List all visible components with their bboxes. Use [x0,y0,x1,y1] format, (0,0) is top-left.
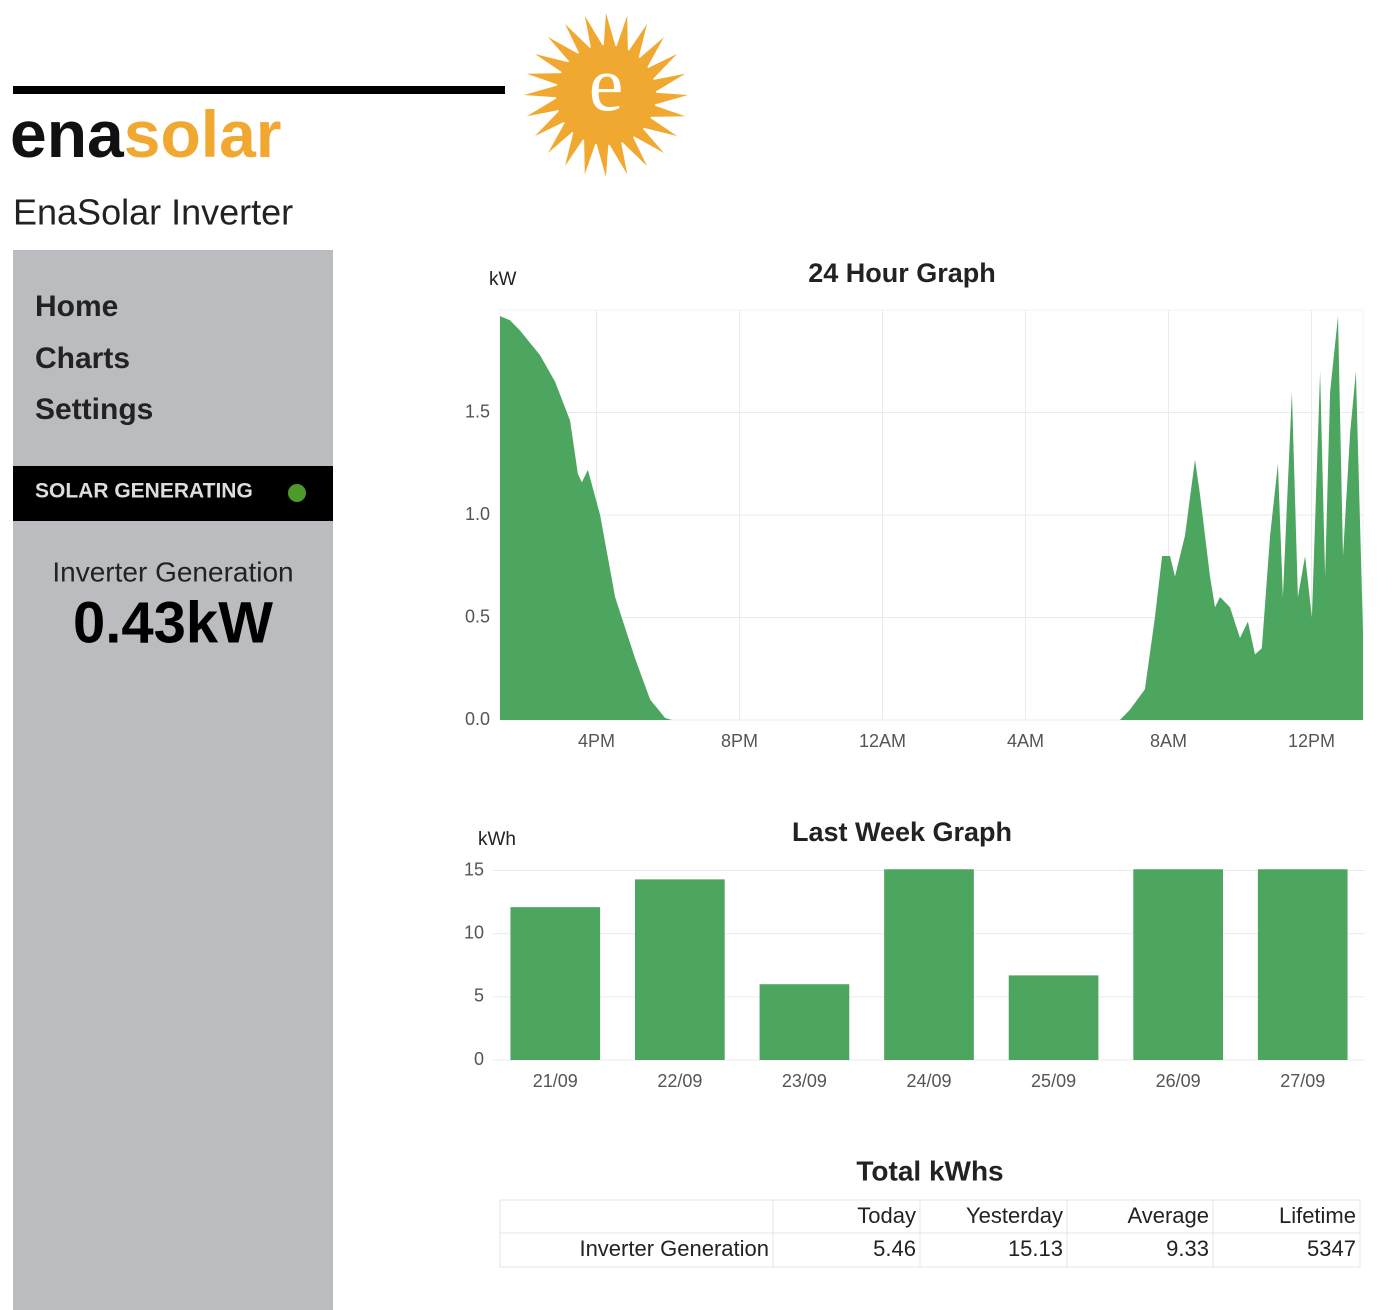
status-text: SOLAR GENERATING [35,480,253,503]
table-cell: 9.33 [1166,1236,1209,1261]
nav-settings[interactable]: Settings [35,393,153,426]
logo-mark: e [589,40,624,127]
table-header: Lifetime [1279,1203,1356,1228]
table-header: Average [1127,1203,1209,1228]
x-tick-label: 25/09 [1031,1071,1076,1091]
y-axis-unit: kWh [478,829,516,850]
x-tick-label: 8PM [721,731,758,751]
x-tick-label: 24/09 [906,1071,951,1091]
bar [1257,869,1348,1060]
bar [635,879,725,1060]
sidebar [13,250,333,1310]
status-bar [13,466,333,521]
logo-bar [13,86,505,94]
y-tick-label: 0.0 [465,709,490,729]
y-tick-label: 1.5 [465,401,490,421]
table-cell: Inverter Generation [579,1236,769,1261]
x-tick-label: 12AM [859,731,906,751]
y-tick-label: 1.0 [465,504,490,524]
x-tick-label: 12PM [1288,731,1335,751]
nav-charts[interactable]: Charts [35,342,130,375]
y-tick-label: 0.5 [465,606,490,626]
y-tick-label: 0 [474,1049,484,1069]
table-cell: 15.13 [1008,1236,1063,1261]
x-tick-label: 4AM [1007,731,1044,751]
nav-home[interactable]: Home [35,290,118,323]
status-dot [288,484,306,502]
x-tick-label: 4PM [578,731,615,751]
table-cell: 5347 [1307,1236,1356,1261]
y-tick-label: 5 [474,986,484,1006]
x-tick-label: 8AM [1150,731,1187,751]
generation-value: 0.43kW [73,590,273,655]
y-tick-label: 15 [464,859,484,879]
logo-text: enasolar [10,97,281,171]
x-tick-label: 23/09 [782,1071,827,1091]
logo-sun [524,13,688,177]
bar [510,907,601,1060]
area [500,316,1363,720]
chart-title: 24 Hour Graph [808,258,996,288]
bar [759,984,850,1060]
y-tick-label: 10 [464,922,484,942]
table-header: Yesterday [966,1203,1063,1228]
y-axis-unit: kW [489,269,517,290]
x-tick-label: 27/09 [1280,1071,1325,1091]
generation-label: Inverter Generation [52,556,293,587]
x-tick-label: 21/09 [533,1071,578,1091]
x-tick-label: 22/09 [657,1071,702,1091]
bar [1008,975,1099,1060]
x-tick-label: 26/09 [1156,1071,1201,1091]
table-title: Total kWhs [856,1155,1003,1186]
chart-title: Last Week Graph [792,817,1012,847]
bar [1133,869,1223,1060]
page-title: EnaSolar Inverter [13,192,293,233]
sun-disc [556,45,656,145]
table-cell: 5.46 [873,1236,916,1261]
table-header: Today [857,1203,916,1228]
bar [884,869,974,1060]
